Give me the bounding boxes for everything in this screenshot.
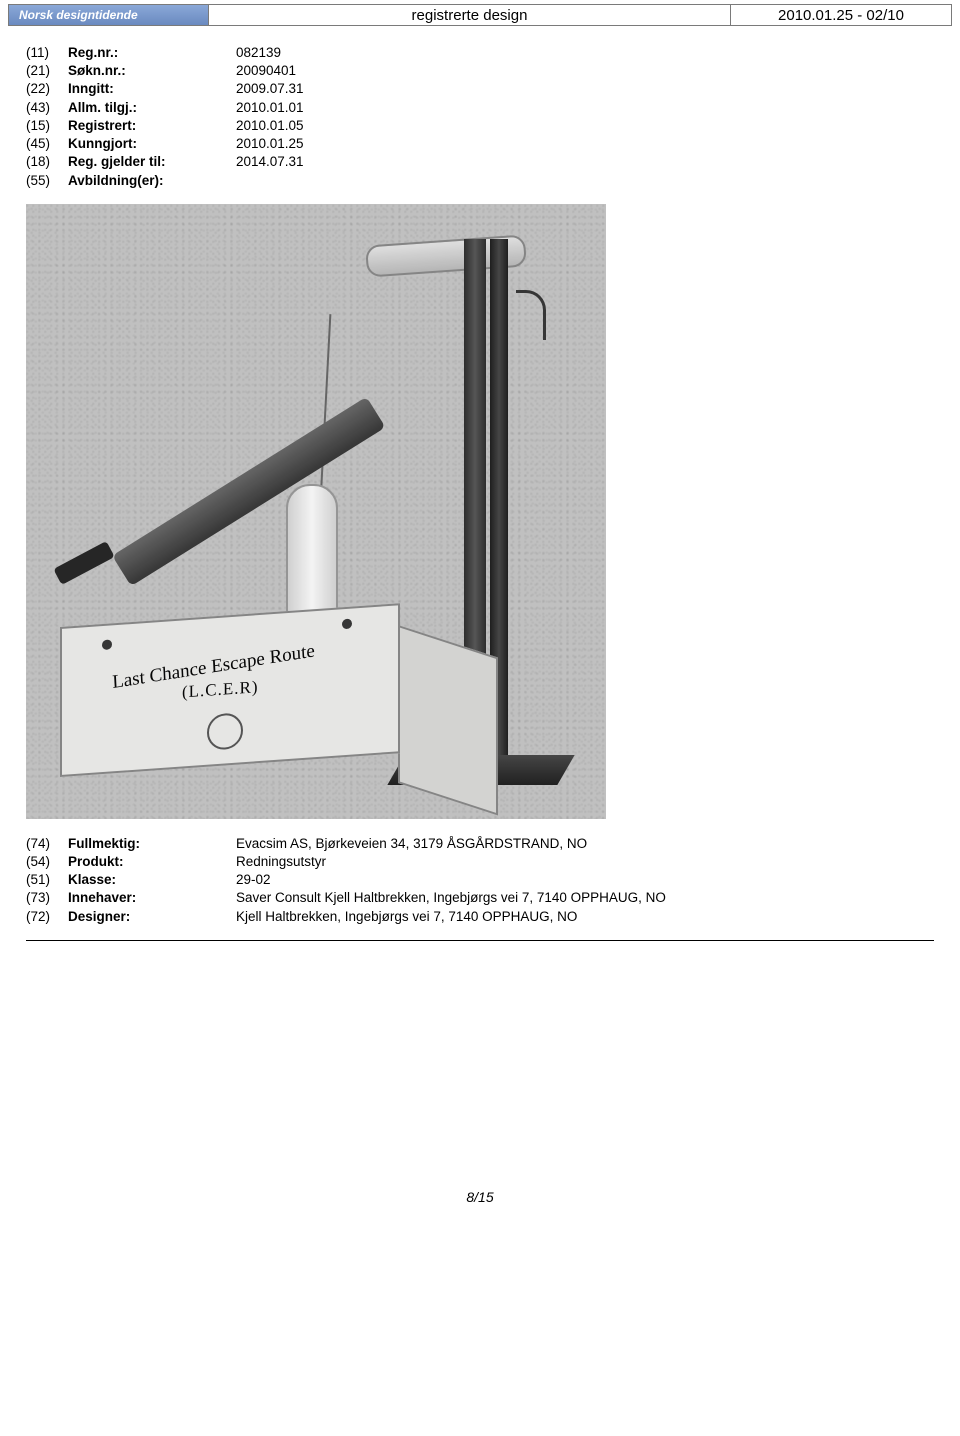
header-title: registrerte design	[209, 5, 731, 25]
bottom-field-block: (74)Fullmektig:Evacsim AS, Bjørkeveien 3…	[26, 835, 934, 926]
publication-logo: Norsk designtidende	[9, 5, 209, 25]
bolt-icon	[102, 639, 112, 650]
box-label-line2: (L.C.E.R)	[182, 677, 259, 702]
field-value: Redningsutstyr	[236, 853, 934, 871]
field-label: Klasse:	[68, 871, 236, 889]
field-row: (51)Klasse:29-02	[26, 871, 934, 889]
field-label: Søkn.nr.:	[68, 62, 236, 80]
field-value: 082139	[236, 44, 934, 62]
field-label: Reg. gjelder til:	[68, 153, 236, 171]
field-code: (11)	[26, 44, 68, 62]
field-code: (74)	[26, 835, 68, 853]
design-illustration: Last Chance Escape Route (L.C.E.R)	[26, 204, 606, 819]
field-label: Avbildning(er):	[68, 172, 236, 190]
field-code: (18)	[26, 153, 68, 171]
field-row: (55)Avbildning(er):	[26, 172, 934, 190]
box-3d: Last Chance Escape Route (L.C.E.R)	[60, 577, 480, 777]
bolt-icon	[342, 618, 352, 629]
field-value: 20090401	[236, 62, 934, 80]
field-value: 2010.01.05	[236, 117, 934, 135]
page-number: 8/15	[0, 941, 960, 1215]
field-value: 2009.07.31	[236, 80, 934, 98]
field-row: (43)Allm. tilgj.:2010.01.01	[26, 99, 934, 117]
field-value: Saver Consult Kjell Haltbrekken, Ingebjø…	[236, 889, 934, 907]
field-value: 2010.01.01	[236, 99, 934, 117]
main-content: (11)Reg.nr.:082139(21)Søkn.nr.:20090401(…	[0, 26, 960, 926]
field-label: Innehaver:	[68, 889, 236, 907]
field-row: (54)Produkt:Redningsutstyr	[26, 853, 934, 871]
field-code: (55)	[26, 172, 68, 190]
field-label: Inngitt:	[68, 80, 236, 98]
box-front: Last Chance Escape Route (L.C.E.R)	[60, 603, 400, 777]
field-row: (74)Fullmektig:Evacsim AS, Bjørkeveien 3…	[26, 835, 934, 853]
field-row: (22)Inngitt:2009.07.31	[26, 80, 934, 98]
header-bar: Norsk designtidende registrerte design 2…	[8, 4, 952, 26]
field-value: 29-02	[236, 871, 934, 889]
field-label: Produkt:	[68, 853, 236, 871]
field-label: Kunngjort:	[68, 135, 236, 153]
field-code: (22)	[26, 80, 68, 98]
field-code: (21)	[26, 62, 68, 80]
top-field-block: (11)Reg.nr.:082139(21)Søkn.nr.:20090401(…	[26, 44, 934, 190]
field-label: Registrert:	[68, 117, 236, 135]
field-row: (11)Reg.nr.:082139	[26, 44, 934, 62]
field-code: (51)	[26, 871, 68, 889]
hook-shape	[516, 290, 546, 340]
field-code: (45)	[26, 135, 68, 153]
field-value: 2010.01.25	[236, 135, 934, 153]
header-date-range: 2010.01.25 - 02/10	[731, 5, 951, 25]
field-value	[236, 172, 934, 190]
field-row: (18)Reg. gjelder til:2014.07.31	[26, 153, 934, 171]
field-code: (73)	[26, 889, 68, 907]
box-logo-circle	[207, 712, 243, 751]
field-code: (43)	[26, 99, 68, 117]
field-row: (45)Kunngjort:2010.01.25	[26, 135, 934, 153]
field-value: Kjell Haltbrekken, Ingebjørgs vei 7, 714…	[236, 908, 934, 926]
field-row: (72)Designer:Kjell Haltbrekken, Ingebjør…	[26, 908, 934, 926]
field-row: (15)Registrert:2010.01.05	[26, 117, 934, 135]
field-row: (73)Innehaver:Saver Consult Kjell Haltbr…	[26, 889, 934, 907]
field-value: Evacsim AS, Bjørkeveien 34, 3179 ÅSGÅRDS…	[236, 835, 934, 853]
field-label: Reg.nr.:	[68, 44, 236, 62]
field-value: 2014.07.31	[236, 153, 934, 171]
field-row: (21)Søkn.nr.:20090401	[26, 62, 934, 80]
field-code: (15)	[26, 117, 68, 135]
field-label: Designer:	[68, 908, 236, 926]
field-label: Allm. tilgj.:	[68, 99, 236, 117]
field-label: Fullmektig:	[68, 835, 236, 853]
field-code: (72)	[26, 908, 68, 926]
field-code: (54)	[26, 853, 68, 871]
box-side	[398, 625, 498, 815]
